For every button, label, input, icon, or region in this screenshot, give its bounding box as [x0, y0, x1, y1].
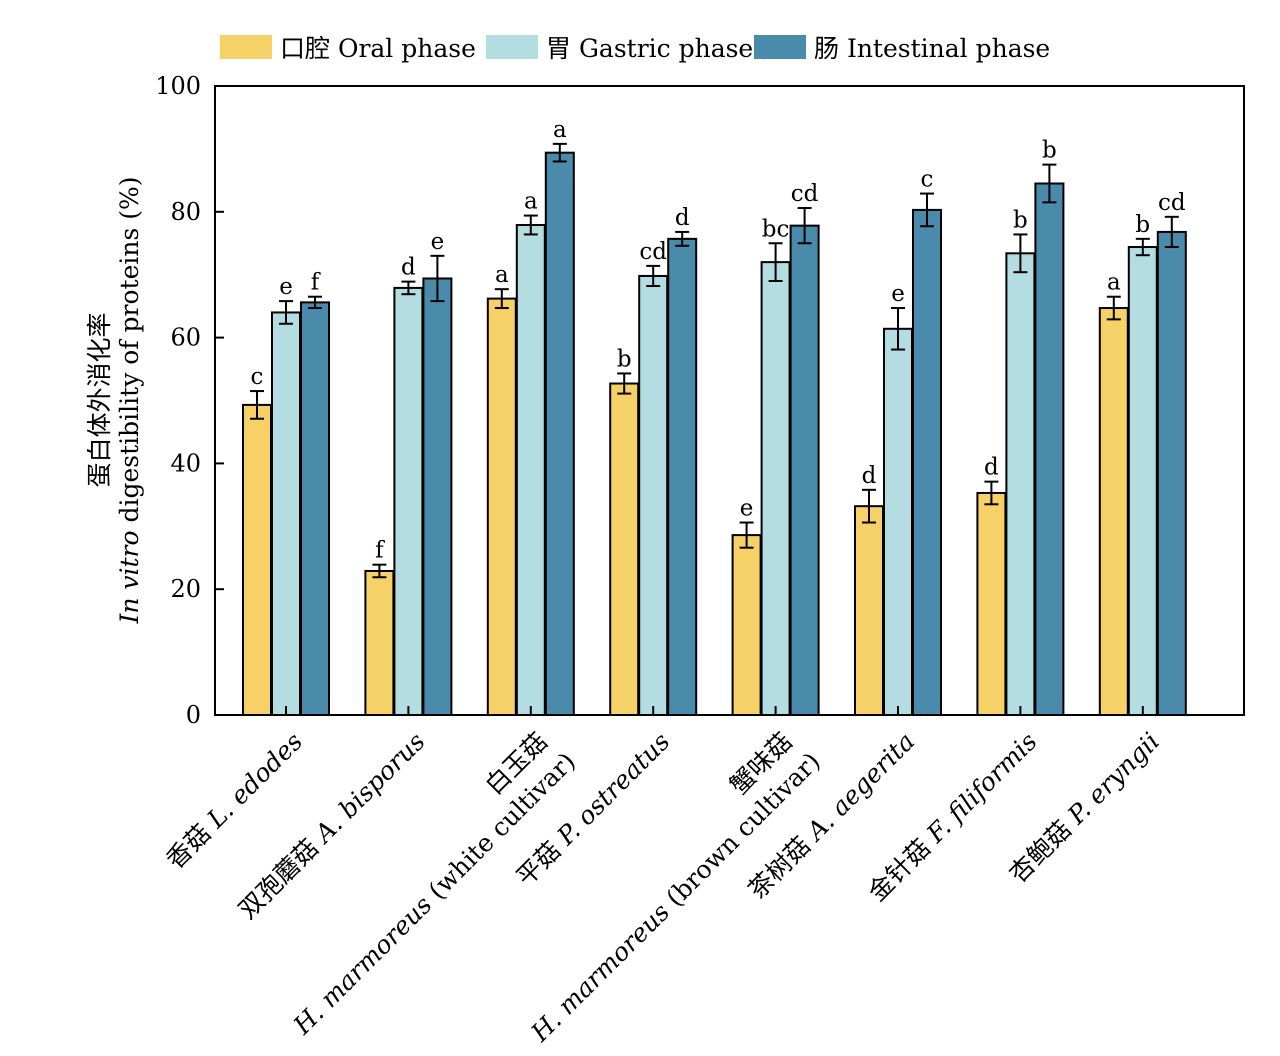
significance-label: b: [1042, 138, 1057, 164]
category-label-1-part-0: 双孢蘑菇: [233, 828, 330, 925]
y-axis: 0 20 40 60 80 100: [155, 72, 224, 729]
category-sublabel-2-part-0: H. marmoreus: [287, 890, 437, 1040]
legend-label-intestinal: 肠 Intestinal phase: [814, 34, 1050, 63]
significance-label: e: [279, 274, 293, 300]
category-label-1-part-1: A. bisporus: [308, 727, 431, 850]
bar-intestinal-5: [912, 208, 942, 716]
y-axis-title-english: In vitro digestibility of proteins (%): [115, 176, 144, 624]
significance-label: cd: [1158, 190, 1186, 216]
y-tick-label: 80: [170, 198, 201, 226]
y-axis-title-english-part-1: digestibility of proteins (%): [115, 176, 144, 530]
plot-frame: [214, 85, 1245, 716]
category-sublabel-4: H. marmoreus (brown cultivar): [525, 747, 826, 1048]
bar-oral-0: [242, 403, 272, 716]
legend-swatch-intestinal: [754, 35, 806, 59]
y-tick-label: 60: [170, 324, 201, 352]
legend-label-oral: 口腔 Oral phase: [280, 34, 476, 63]
y-tick-label: 40: [170, 449, 201, 477]
bar-intestinal-7: [1156, 230, 1187, 716]
significance-label: d: [401, 255, 416, 281]
category-sublabel-2: H. marmoreus (white cultivar): [287, 747, 581, 1041]
significance-label: cd: [639, 239, 667, 265]
bar-gastric-5: [883, 327, 913, 716]
significance-label: a: [495, 262, 509, 288]
significance-label: f: [375, 538, 385, 564]
bar-intestinal-4: [789, 224, 820, 716]
significance-label: d: [862, 463, 877, 489]
category-label-6-part-0: 金针菇: [862, 828, 941, 907]
bar-intestinal-2: [544, 151, 575, 716]
significance-label: bc: [762, 216, 790, 242]
category-sublabel-4-part-0: H. marmoreus: [525, 897, 675, 1047]
legend-swatch-gastric: [486, 35, 538, 59]
bar-gastric-2: [515, 224, 546, 716]
category-label-5-part-1: A. aegerita: [800, 727, 920, 847]
significance-label: e: [431, 229, 445, 255]
significance-label: e: [740, 496, 754, 522]
bar-gastric-1: [393, 286, 424, 716]
bar-oral-5: [854, 505, 884, 716]
significance-label: b: [1013, 207, 1028, 233]
bar-oral-4: [731, 534, 762, 717]
bar-gastric-7: [1127, 246, 1158, 717]
significance-label: f: [311, 270, 321, 296]
bar-intestinal-1: [422, 277, 453, 716]
significance-label: a: [1107, 270, 1121, 296]
significance-label: b: [1135, 212, 1150, 238]
significance-label: a: [553, 117, 567, 143]
significance-label: b: [617, 346, 632, 372]
bar-intestinal-6: [1034, 182, 1065, 716]
y-axis-title-english-part-0: In vitro: [115, 530, 144, 624]
bar-gastric-6: [1005, 252, 1036, 716]
category-label-6-part-1: F. filiformis: [920, 727, 1042, 849]
category-label-0-part-1: L. edodes: [201, 727, 308, 834]
significance-label: d: [984, 455, 999, 481]
bar-intestinal-0: [300, 301, 330, 716]
y-tick-label: 0: [186, 701, 201, 729]
category-label-3-part-1: P. ostreatus: [551, 727, 676, 852]
significance-label: cd: [791, 181, 819, 207]
bar-gastric-3: [638, 274, 669, 716]
bar-oral-6: [976, 491, 1007, 717]
y-tick-label: 20: [170, 575, 201, 603]
significance-label: a: [524, 189, 538, 215]
legend-swatch-oral: [220, 35, 272, 59]
legend: 口腔 Oral phase 胃 Gastric phase 肠 Intestinal…: [220, 34, 1050, 63]
bar-oral-1: [364, 569, 395, 716]
bar-oral-2: [486, 297, 517, 716]
bar-intestinal-3: [667, 237, 698, 717]
significance-label: c: [251, 364, 264, 390]
y-tick-label: 100: [155, 72, 201, 100]
significance-label: d: [675, 205, 690, 231]
significance-label: e: [891, 281, 905, 307]
bar-gastric-0: [271, 311, 301, 716]
bar-oral-3: [609, 382, 640, 716]
category-label-7-part-1: P. eryngii: [1061, 727, 1165, 831]
bar-gastric-4: [760, 261, 791, 716]
bar-oral-7: [1098, 307, 1129, 716]
y-axis-title-chinese: 蛋白体外消化率: [85, 312, 114, 487]
category-label-7-part-0: 杏鲍菇: [1003, 809, 1082, 888]
significance-label: c: [921, 167, 934, 193]
legend-label-gastric: 胃 Gastric phase: [546, 34, 753, 63]
